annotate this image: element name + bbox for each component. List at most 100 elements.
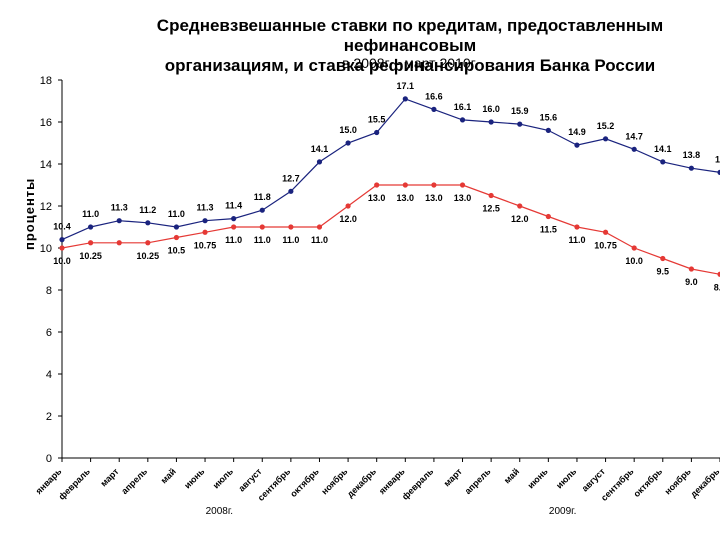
data-label: 17.1 <box>397 81 415 91</box>
data-point <box>231 216 237 222</box>
data-label: 15.5 <box>368 115 386 125</box>
data-label: 11.0 <box>82 209 99 219</box>
data-label: 14.1 <box>311 144 329 154</box>
data-label: 11.2 <box>139 205 156 215</box>
x-tick-label: февраль <box>57 466 93 502</box>
data-point <box>59 237 65 243</box>
data-label: 16.6 <box>425 91 443 101</box>
data-label: 12.5 <box>482 204 500 214</box>
y-tick-label: 12 <box>40 201 52 213</box>
data-point <box>402 96 408 102</box>
data-point <box>202 218 208 224</box>
y-tick-label: 16 <box>40 117 52 129</box>
data-point <box>116 240 122 246</box>
data-label: 13.0 <box>425 193 443 203</box>
data-label: 11.3 <box>111 203 128 213</box>
series-line-1 <box>61 98 720 241</box>
data-point <box>288 188 294 194</box>
data-label: 15.6 <box>540 112 558 122</box>
data-point <box>459 117 466 123</box>
data-point <box>259 224 265 230</box>
data-label: 13 <box>715 154 720 164</box>
data-label: 15.0 <box>339 125 357 135</box>
data-point <box>488 192 494 199</box>
data-point <box>316 159 323 165</box>
x-tick-label: февраль <box>400 466 436 502</box>
x-tick-label: апрель <box>463 466 493 496</box>
data-point <box>173 224 180 230</box>
data-label: 12.0 <box>511 214 529 224</box>
y-tick-label: 10 <box>40 243 52 255</box>
chart-title-line-2: организациям, и ставка рефинансирования … <box>164 56 656 75</box>
data-point <box>88 224 94 230</box>
data-point <box>545 213 551 220</box>
y-tick-label: 14 <box>40 159 52 171</box>
data-label: 11.0 <box>225 235 242 245</box>
data-label: 12.0 <box>339 214 357 224</box>
x-tick-label: июль <box>211 466 236 491</box>
year-label: 2008г. <box>206 506 233 517</box>
data-label: 9.5 <box>657 267 670 277</box>
data-point <box>717 271 720 277</box>
y-tick-label: 8 <box>46 285 52 297</box>
x-tick-label: декабрь <box>688 466 720 499</box>
data-label: 13.0 <box>454 193 472 203</box>
data-label: 12.7 <box>282 173 300 183</box>
data-point <box>374 182 380 188</box>
data-label: 10.25 <box>79 251 102 261</box>
chart-subtitle: в 2008г. - март 2010г. <box>342 55 478 71</box>
data-label: 8.7 <box>714 282 720 292</box>
data-point <box>602 136 609 142</box>
data-label: 10.25 <box>137 251 160 261</box>
data-label: 11.0 <box>168 209 185 219</box>
data-label: 13.0 <box>397 193 415 203</box>
data-point <box>431 182 437 188</box>
x-tick-label: май <box>159 466 178 485</box>
data-point <box>574 224 580 230</box>
x-tick-label: июль <box>554 466 579 491</box>
data-label: 16.1 <box>454 102 472 112</box>
data-point <box>173 234 180 241</box>
data-point <box>660 255 666 262</box>
data-label: 11.3 <box>197 203 214 213</box>
data-point <box>145 240 151 246</box>
data-label: 16.0 <box>482 104 500 114</box>
data-point <box>602 229 609 235</box>
data-point <box>145 220 151 226</box>
data-point <box>59 245 65 251</box>
data-label: 13.8 <box>683 150 701 160</box>
x-tick-label: июнь <box>526 466 551 491</box>
data-label: 14.7 <box>625 131 643 141</box>
data-point <box>431 106 437 112</box>
x-tick-label: март <box>98 466 121 489</box>
data-label: 11.8 <box>254 192 271 202</box>
x-tick-label: апрель <box>119 466 149 496</box>
y-tick-label: 6 <box>46 327 52 339</box>
data-label: 10.75 <box>194 240 217 250</box>
x-tick-label: май <box>502 466 521 485</box>
data-label: 10.5 <box>168 246 186 256</box>
data-label: 15.9 <box>511 106 529 116</box>
data-label: 10.75 <box>594 240 617 250</box>
x-tick-label: март <box>442 466 465 489</box>
data-label: 10.4 <box>53 222 71 232</box>
data-label: 11.4 <box>225 201 242 211</box>
x-tick-label: октябрь <box>631 466 664 499</box>
data-label: 11.0 <box>568 235 585 245</box>
data-label: 11.0 <box>311 235 328 245</box>
y-tick-label: 2 <box>46 411 52 423</box>
data-point <box>88 240 94 246</box>
year-label: 2009г. <box>549 506 576 517</box>
data-point <box>631 245 637 251</box>
data-point <box>688 165 694 171</box>
data-point <box>574 142 580 148</box>
data-point <box>717 169 720 175</box>
x-tick-label: октябрь <box>288 466 321 499</box>
data-point <box>259 207 265 213</box>
data-point <box>316 224 323 230</box>
data-point <box>374 129 380 136</box>
data-label: 11.5 <box>540 225 557 235</box>
data-point <box>660 159 666 165</box>
